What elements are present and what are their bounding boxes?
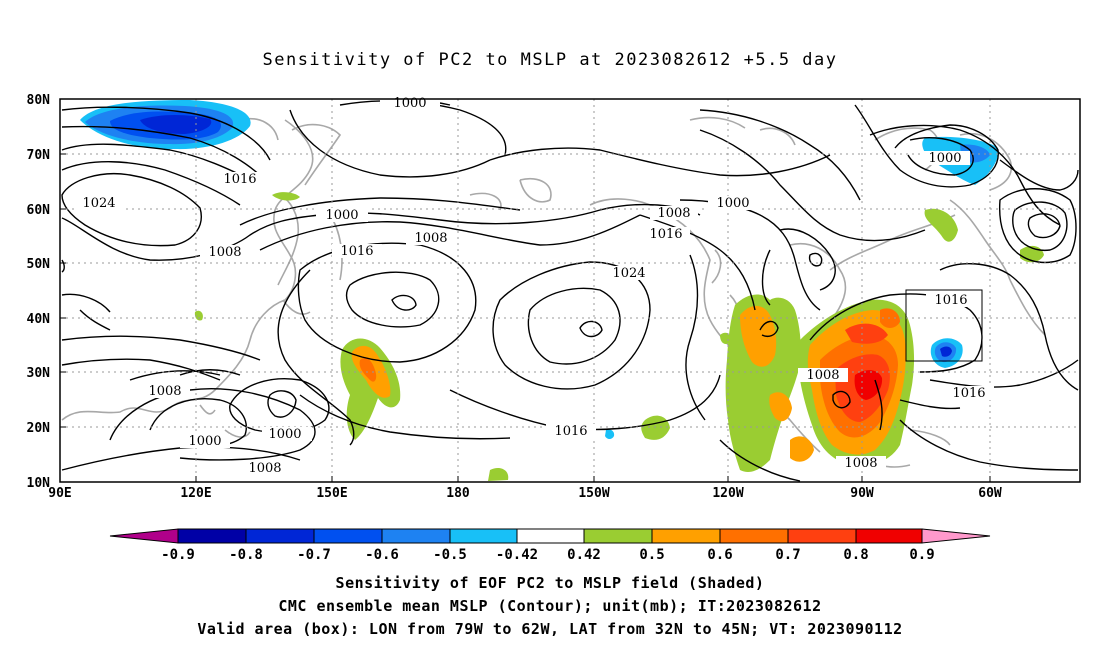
lat-label: 20N	[27, 421, 51, 436]
colorbar-segment	[651, 528, 721, 544]
contour-labels: 1000 1016 1024 1000 1008 1016 1008 1008 …	[82, 96, 986, 476]
colorbar-arrow-right	[921, 528, 991, 544]
colorbar-label: -0.5	[433, 547, 467, 563]
longitude-labels: 90E 120E 150E 180 150W 120W 90W 60W	[48, 486, 1002, 501]
colorbar-label: 0.5	[639, 547, 664, 563]
contour-label: 1008	[248, 461, 281, 476]
contour-label: 1024	[82, 196, 115, 211]
caption-contour: CMC ensemble mean MSLP (Contour); unit(m…	[278, 597, 822, 615]
lon-label: 180	[446, 486, 470, 501]
contour-label: 1008	[844, 456, 877, 471]
contour-label: 1016	[223, 172, 256, 187]
contour-label: 1016	[554, 424, 587, 439]
contour-label: 1008	[806, 368, 839, 383]
lat-label: 10N	[27, 476, 51, 491]
lat-label: 40N	[27, 312, 51, 327]
colorbar-arrow-left	[109, 528, 179, 544]
colorbar-segment	[719, 528, 789, 544]
contour-label: 1016	[649, 227, 682, 242]
colorbar-segment	[177, 528, 247, 544]
colorbar-segment	[245, 528, 315, 544]
contour-label: 1000	[268, 427, 301, 442]
colorbar-segment	[583, 528, 653, 544]
colorbar-segment	[516, 528, 585, 544]
map-frame	[59, 98, 1081, 483]
colorbar-segment	[449, 528, 518, 544]
contour-label: 1024	[612, 266, 645, 281]
lat-label: 50N	[27, 257, 51, 272]
colorbar-segment	[313, 528, 383, 544]
ticks	[60, 153, 991, 482]
lat-label: 30N	[27, 366, 51, 381]
lat-label: 80N	[27, 93, 51, 108]
lon-label: 150W	[578, 486, 609, 501]
colorbar: -0.9 -0.8 -0.7 -0.6 -0.5 -0.42 0.42 0.5 …	[109, 528, 991, 563]
colorbar-segment	[381, 528, 451, 544]
contour-label: 1000	[325, 208, 358, 223]
caption-valid-area: Valid area (box): LON from 79W to 62W, L…	[197, 620, 903, 638]
contour-label: 1008	[657, 206, 690, 221]
contour-label: 1000	[716, 196, 749, 211]
colorbar-label: 0.9	[909, 547, 934, 563]
caption-shading: Sensitivity of EOF PC2 to MSLP field (Sh…	[335, 574, 765, 592]
contour-label: 1008	[208, 245, 241, 260]
contour-label: 1016	[340, 244, 373, 259]
colorbar-segment	[787, 528, 857, 544]
lon-label: 90E	[48, 486, 71, 501]
lon-label: 120E	[180, 486, 211, 501]
contour-label: 1016	[934, 293, 967, 308]
chart-title: Sensitivity of PC2 to MSLP at 2023082612…	[262, 50, 838, 70]
grid-lines	[60, 99, 1080, 482]
colorbar-label: 0.42	[567, 547, 601, 563]
colorbar-label: 0.8	[843, 547, 868, 563]
colorbar-label: -0.8	[229, 547, 263, 563]
colorbar-label: -0.9	[161, 547, 195, 563]
colorbar-label: -0.6	[365, 547, 399, 563]
colorbar-label: -0.42	[496, 547, 538, 563]
lat-label: 60N	[27, 203, 51, 218]
contour-label: 1016	[952, 386, 985, 401]
lon-label: 90W	[850, 486, 874, 501]
lat-label: 70N	[27, 148, 51, 163]
colorbar-label: -0.7	[297, 547, 331, 563]
colorbar-label: 0.6	[707, 547, 732, 563]
colorbar-segment	[855, 528, 923, 544]
lon-label: 60W	[978, 486, 1002, 501]
contour-label: 1000	[928, 151, 961, 166]
contour-label: 1008	[148, 384, 181, 399]
valid-area-box	[905, 289, 983, 362]
lon-label: 150E	[316, 486, 347, 501]
contour-label: 1008	[414, 231, 447, 246]
latitude-labels: 80N 70N 60N 50N 40N 30N 20N 10N	[27, 93, 51, 491]
shading	[80, 100, 1044, 481]
contour-label: 1000	[188, 434, 221, 449]
lon-label: 120W	[712, 486, 743, 501]
colorbar-label: 0.7	[775, 547, 800, 563]
